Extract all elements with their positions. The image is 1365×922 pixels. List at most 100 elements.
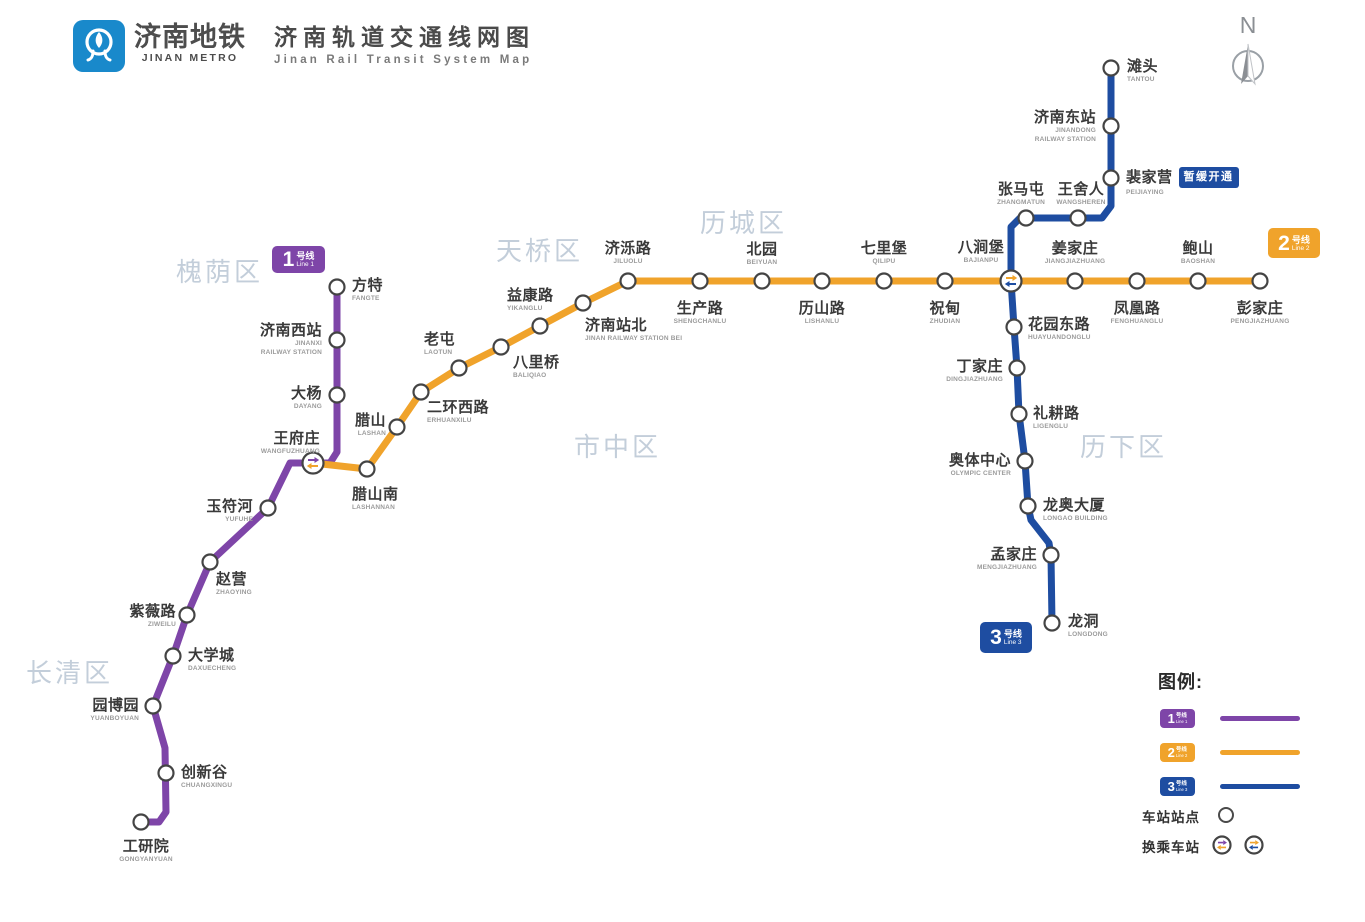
station-lishanlu bbox=[813, 272, 831, 290]
compass-n-label: N bbox=[1239, 12, 1257, 38]
station-dayang bbox=[328, 386, 346, 404]
station-name-en: QILIPU bbox=[872, 258, 896, 265]
transfer-arrowhead-bottom bbox=[1004, 281, 1010, 287]
line-2-path bbox=[309, 277, 1264, 473]
legend-station-label: 车站站点 bbox=[1142, 810, 1200, 825]
station-name-en: WANGFUZHUANG bbox=[260, 448, 320, 455]
station-laotun bbox=[450, 359, 468, 377]
district-label-licheng: 历城区 bbox=[700, 208, 788, 238]
logo-name-zh: 济南地铁 bbox=[134, 22, 246, 52]
station-name-zh: 大学城 bbox=[188, 647, 235, 664]
station-name-zh: 腊山 bbox=[354, 412, 386, 429]
station-name-zh: 鲍山 bbox=[1182, 240, 1214, 257]
station-name-zh: 孟家庄 bbox=[990, 546, 1037, 563]
station-label-laotun: 老屯 LAOTUN bbox=[424, 331, 455, 357]
station-label-lashannan: 腊山南 LASHANNAN bbox=[352, 486, 399, 512]
station-name-en: JINAN RAILWAY STATION BEI bbox=[585, 335, 683, 342]
station-peijiaying bbox=[1102, 169, 1120, 187]
station-name-en: ZHAOYING bbox=[216, 589, 252, 596]
station-yikanglu bbox=[531, 317, 549, 335]
station-label-yufuhe: 玉符河 YUFUHE bbox=[206, 498, 253, 524]
station-name-zh: 方特 bbox=[352, 277, 384, 294]
station-huayuandonglu bbox=[1005, 318, 1023, 336]
line-number: 3 bbox=[990, 626, 1002, 649]
transfer-arrowhead-top bbox=[1012, 275, 1018, 281]
line-1-number: 1 bbox=[1167, 710, 1175, 726]
transfer-station-icons bbox=[1212, 835, 1264, 855]
station-wangsheren bbox=[1069, 209, 1087, 227]
station-label-longdong: 龙洞 LONGDONG bbox=[1068, 613, 1108, 639]
transfer-station-bajianpu bbox=[999, 269, 1023, 293]
station-name-en: LASHAN bbox=[357, 430, 386, 437]
station-name-en: PENGJIAZHUANG bbox=[1230, 318, 1290, 325]
station-label-longao-building: 龙奥大厦 LONGAO BUILDING bbox=[1043, 497, 1108, 523]
station-name-zh: 生产路 bbox=[676, 300, 724, 317]
station-name-en: WANGSHEREN bbox=[1056, 199, 1106, 206]
station-name-zh: 礼耕路 bbox=[1033, 405, 1080, 422]
station-jiluolu bbox=[619, 272, 637, 290]
station-name-en: LIGENGLU bbox=[1033, 423, 1069, 430]
station-label-jinanxi: 济南西站 JINANXI RAILWAY STATION bbox=[260, 322, 322, 357]
station-name-zh: 赵营 bbox=[216, 571, 248, 588]
transfer-icon-line1-line2 bbox=[1212, 835, 1232, 855]
station-name-zh: 王府庄 bbox=[273, 430, 320, 447]
station-pengjiazhuang bbox=[1251, 272, 1269, 290]
station-jinandong bbox=[1102, 117, 1120, 135]
line-2-number: 2 bbox=[1167, 744, 1175, 760]
station-mengjiazhuang bbox=[1042, 546, 1060, 564]
line-2-suffix-zh: 号线 bbox=[1175, 746, 1187, 753]
legend-transfer-label: 换乘车站 bbox=[1142, 840, 1200, 855]
station-label-lashan: 腊山 LASHAN bbox=[355, 412, 386, 438]
station-jinan-railway-station-bei bbox=[574, 294, 592, 312]
station-name-en: SHENGCHANLU bbox=[673, 318, 727, 325]
line-3-suffix-zh: 号线 bbox=[1175, 780, 1187, 787]
station-beiyuan bbox=[753, 272, 771, 290]
station-name-zh: 彭家庄 bbox=[1236, 300, 1284, 317]
station-chuangxingu bbox=[157, 764, 175, 782]
station-label-fenghuanglu: 凤凰路 FENGHUANGLU bbox=[1111, 300, 1164, 326]
line-suffix-zh: 号线 bbox=[1291, 234, 1310, 245]
transfer-arrowhead-top bbox=[1223, 840, 1228, 845]
station-name-zh: 裴家营 暂缓开通 bbox=[1126, 167, 1239, 188]
line-number: 1 bbox=[282, 248, 295, 271]
transfer-arrowhead-bottom bbox=[1216, 845, 1221, 850]
line-2-suffix-en: Line 2 bbox=[1175, 752, 1188, 758]
district-label-tianqiao: 天桥区 bbox=[496, 236, 584, 266]
station-name-en: BEIYUAN bbox=[746, 259, 778, 266]
station-name-en: HUAYUANDONGLU bbox=[1028, 334, 1091, 341]
station-label-erhuanxilu: 二环西路 ERHUANXILU bbox=[427, 399, 489, 425]
title-block: 济南轨道交通线网图 Jinan Rail Transit System Map bbox=[274, 25, 535, 67]
station-label-olympic-center: 奥体中心 OLYMPIC CENTER bbox=[949, 452, 1011, 478]
station-name-en: LAOTUN bbox=[424, 349, 453, 356]
station-name-en: YUFUHE bbox=[225, 516, 253, 523]
line-3-suffix-en: Line 3 bbox=[1175, 786, 1188, 792]
logo-text: 济南地铁 JINAN METRO bbox=[134, 23, 246, 64]
station-label-mengjiazhuang: 孟家庄 MENGJIAZHUANG bbox=[977, 546, 1037, 572]
station-name-en: JINANDONG bbox=[1055, 127, 1096, 134]
legend-title: 图例: bbox=[1158, 672, 1203, 692]
line-2-color-sample bbox=[1220, 749, 1300, 755]
station-name-zh: 创新谷 bbox=[181, 764, 228, 781]
station-dingjiazhuang bbox=[1008, 359, 1026, 377]
station-daxuecheng bbox=[164, 647, 182, 665]
station-name-zh: 益康路 bbox=[507, 287, 554, 304]
station-qilipu bbox=[875, 272, 893, 290]
header: 济南地铁 JINAN METRO 济南轨道交通线网图 Jinan Rail Tr… bbox=[73, 20, 535, 72]
line-3-badge: 3 号线 Line 3 bbox=[980, 622, 1032, 653]
station-name-en: FENGHUANGLU bbox=[1110, 318, 1164, 325]
station-name-en: DAYANG bbox=[293, 403, 322, 410]
station-label-wangfuzhuang: 王府庄 WANGFUZHUANG bbox=[261, 430, 320, 456]
station-name-en: ZHUDIAN bbox=[929, 318, 961, 325]
station-name-en: LONGDONG bbox=[1068, 631, 1108, 638]
station-name-zh: 北园 bbox=[746, 241, 778, 258]
station-label-zhangmatun: 张马屯 ZHANGMATUN bbox=[997, 181, 1045, 207]
station-name-en: LONGAO BUILDING bbox=[1043, 515, 1108, 522]
station-name-en: ERHUANXILU bbox=[427, 417, 472, 424]
station-label-jiangjiazhuang: 姜家庄 JIANGJIAZHUANG bbox=[1045, 240, 1106, 266]
station-name-en: BALIQIAO bbox=[513, 372, 547, 379]
station-baliqiao bbox=[492, 338, 510, 356]
line-suffix-en: Line 2 bbox=[1291, 244, 1310, 252]
station-label-daxuecheng: 大学城 DAXUECHENG bbox=[188, 647, 236, 673]
station-label-gongyanyuan: 工研院 GONGYANYUAN bbox=[119, 838, 173, 864]
